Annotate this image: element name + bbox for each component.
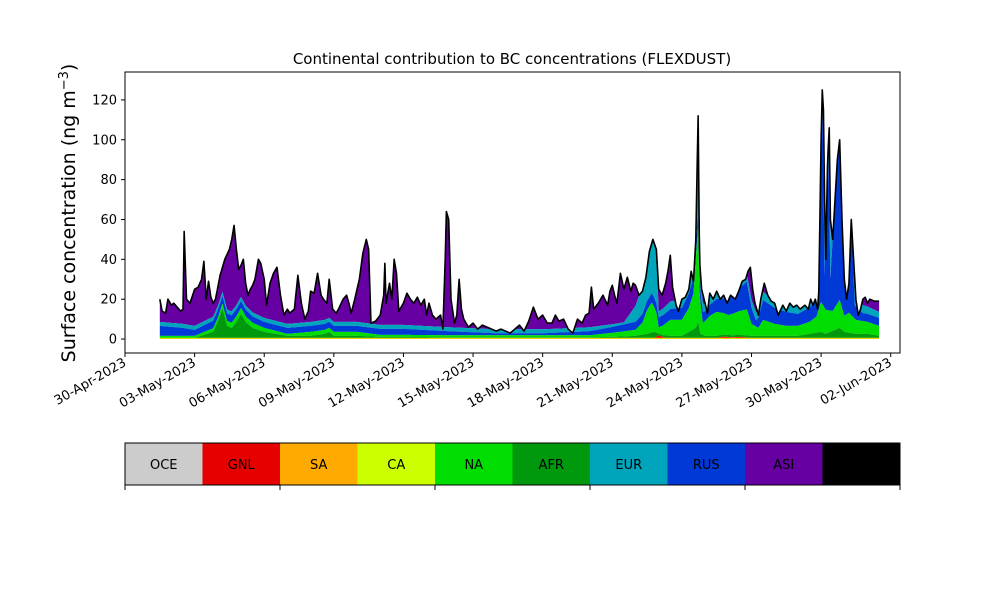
y-axis: 0 20 40 60 80 100 120 <box>92 93 125 348</box>
area-rus <box>159 89 880 336</box>
y-axis-label-close: ) <box>58 64 80 71</box>
legend-label: EUR <box>615 458 642 473</box>
legend-swatch-ca <box>357 443 435 485</box>
total-line <box>159 89 880 334</box>
plot-area <box>124 71 901 354</box>
y-tick-label: 0 <box>109 333 117 348</box>
legend-frame <box>124 442 901 486</box>
legend: OCE GNL SA CA NA AFR EUR RUS ASI AUS <box>124 442 901 490</box>
x-tick-label: 18-May-2023 <box>465 355 547 411</box>
plot-frame <box>124 71 901 354</box>
legend-label: NA <box>464 458 483 473</box>
y-axis-label-main: Surface concentration (ng m <box>58 90 80 362</box>
legend-swatch-rus <box>667 443 745 485</box>
x-tick-label: 02-Jun-2023 <box>818 355 895 408</box>
legend-swatch-asi <box>745 443 823 485</box>
x-tick-label: 09-May-2023 <box>256 355 338 411</box>
legend-swatch-gnl <box>202 443 280 485</box>
area-ca <box>159 337 880 339</box>
y-tick-label: 100 <box>92 133 117 148</box>
x-tick-label: 06-May-2023 <box>187 355 269 411</box>
area-afr <box>159 307 880 338</box>
legend-swatch-afr <box>512 443 590 485</box>
area-sa <box>159 338 880 340</box>
x-tick-label: 21-May-2023 <box>535 355 617 411</box>
area-eur <box>159 89 880 334</box>
legend-swatch-eur <box>590 443 668 485</box>
legend-swatch-oce <box>125 443 203 485</box>
legend-swatch-sa <box>280 443 358 485</box>
x-tick-label: 15-May-2023 <box>395 355 477 411</box>
legend-swatch-aus <box>822 443 900 485</box>
legend-label: SA <box>310 458 327 473</box>
y-axis-label-sup: −3 <box>57 71 72 90</box>
legend-label: RUS <box>693 458 720 473</box>
y-axis-label: Surface concentration (ng m−3) <box>57 64 80 363</box>
legend-label: GNL <box>228 458 256 473</box>
chart-title: Continental contribution to BC concentra… <box>293 50 731 68</box>
y-tick-label: 120 <box>92 93 117 108</box>
x-tick-label: 12-May-2023 <box>326 355 408 411</box>
x-tick-label: 27-May-2023 <box>674 355 756 411</box>
legend-label: ASI <box>773 458 794 473</box>
legend-label: CA <box>387 458 405 473</box>
y-tick-label: 40 <box>100 253 117 268</box>
y-tick-label: 60 <box>100 213 117 228</box>
x-tick-label: 03-May-2023 <box>117 355 199 411</box>
legend-label: AFR <box>539 458 564 473</box>
legend-label: OCE <box>150 458 178 473</box>
x-tick-label: 30-May-2023 <box>743 355 825 411</box>
x-tick-label: 24-May-2023 <box>604 355 686 411</box>
legend-label: AUS <box>848 458 875 473</box>
x-axis: 30-Apr-202303-May-202306-May-202309-May-… <box>52 353 895 411</box>
area-asi <box>159 89 880 334</box>
y-tick-label: 80 <box>100 173 117 188</box>
y-tick-label: 20 <box>100 293 117 308</box>
legend-swatch-na <box>435 443 513 485</box>
area-na <box>159 226 880 338</box>
